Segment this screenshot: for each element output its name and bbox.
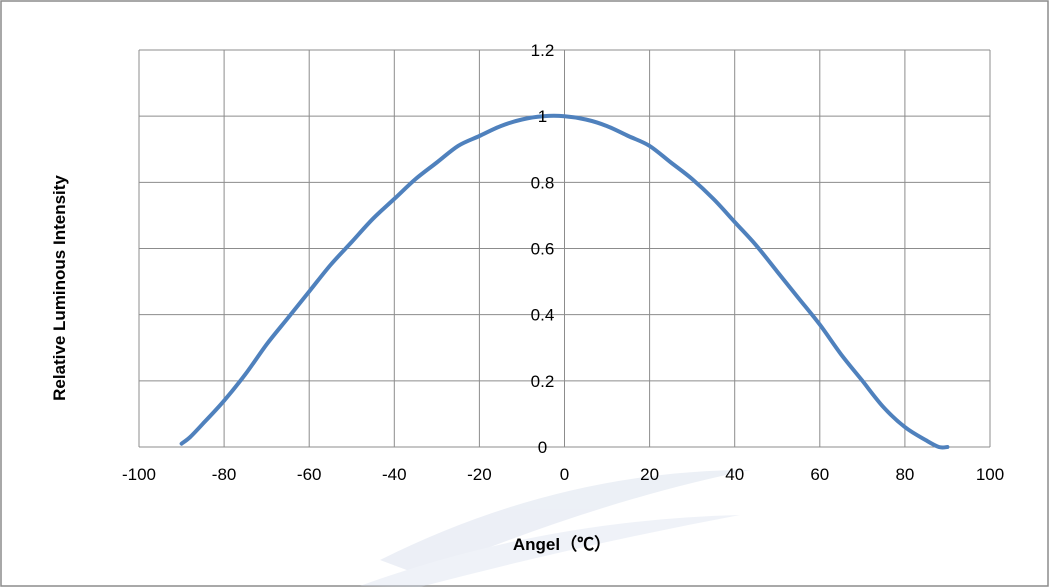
y-tick-label: 0.4: [531, 306, 555, 325]
y-tick-label: 0: [538, 438, 547, 457]
y-tick-label: 1.2: [531, 41, 555, 60]
y-tick-label: 1: [538, 107, 547, 126]
x-tick-labels: -100 -80 -60 -40 -20 0 20 40 60 80 100: [122, 465, 1004, 484]
x-tick-label: -60: [297, 465, 322, 484]
y-tick-labels: 0 0.2 0.4 0.6 0.8 1 1.2: [531, 41, 555, 457]
y-tick-label: 0.8: [531, 173, 555, 192]
x-tick-label: 20: [640, 465, 659, 484]
y-tick-label: 0.6: [531, 240, 555, 259]
x-tick-label: -20: [467, 465, 492, 484]
x-tick-label: -80: [212, 465, 237, 484]
x-tick-label: -100: [122, 465, 156, 484]
y-axis-title: Relative Luminous Intensity: [50, 175, 69, 401]
grid-lines: [138, 49, 991, 448]
x-tick-label: 40: [725, 465, 744, 484]
series-line: [179, 113, 950, 450]
watermark-swoosh: [360, 470, 750, 587]
y-tick-label: 0.2: [531, 372, 555, 391]
x-tick-label: 100: [976, 465, 1004, 484]
x-axis-title: Angel（℃）: [513, 534, 611, 554]
series-layer: [179, 113, 950, 450]
x-tick-label: -40: [382, 465, 407, 484]
x-tick-label: 60: [810, 465, 829, 484]
x-tick-label: 80: [895, 465, 914, 484]
x-tick-label: 0: [560, 465, 569, 484]
